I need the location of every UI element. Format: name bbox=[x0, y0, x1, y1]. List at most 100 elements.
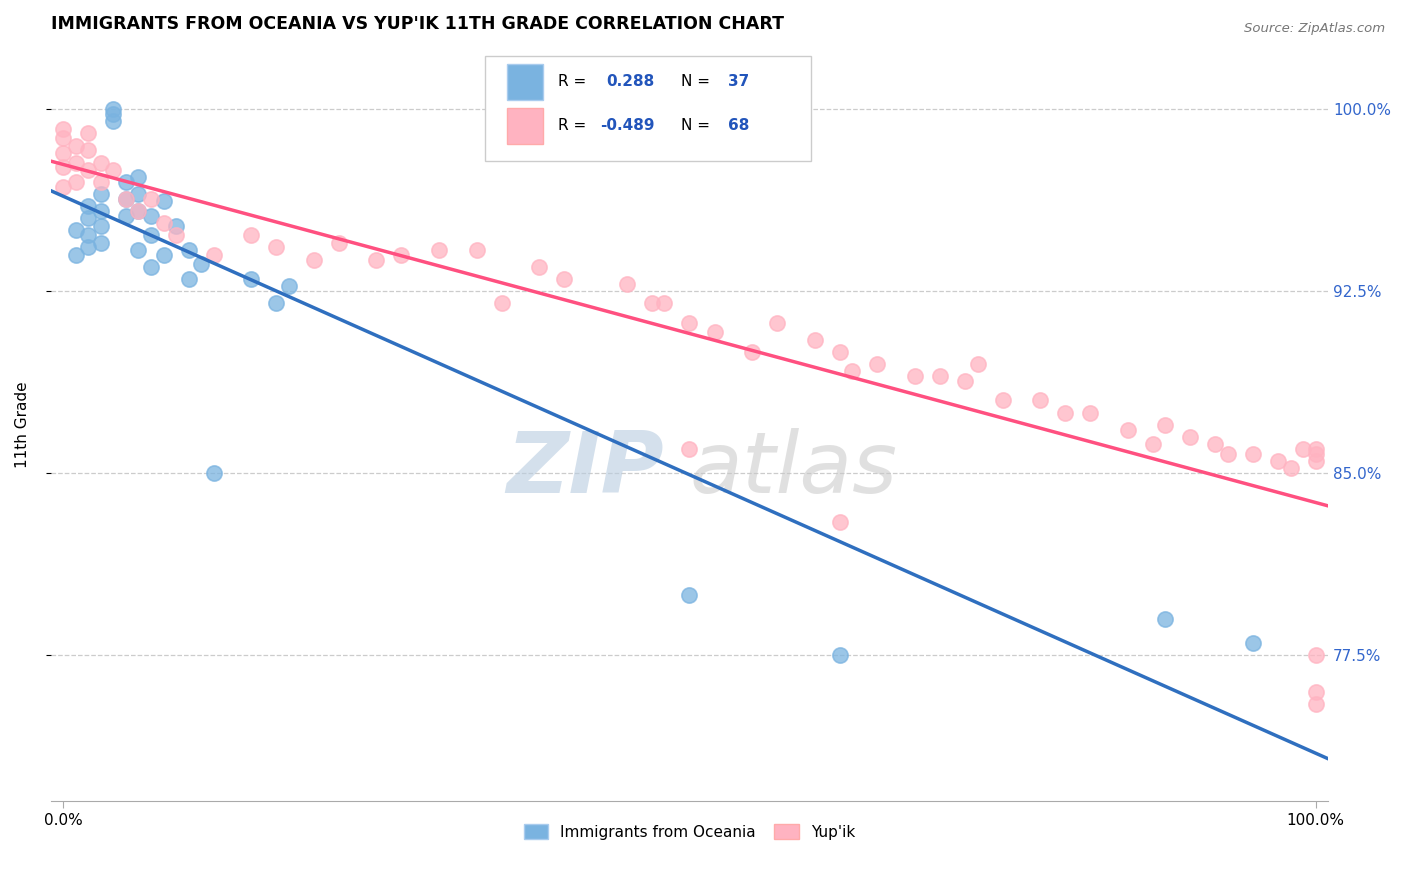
Point bbox=[103, 114, 125, 128]
Point bbox=[128, 243, 150, 257]
Text: -0.489: -0.489 bbox=[600, 119, 655, 133]
Point bbox=[1267, 454, 1289, 468]
Point bbox=[90, 187, 112, 202]
Point bbox=[240, 228, 263, 243]
Point bbox=[841, 364, 863, 378]
Point bbox=[115, 192, 138, 206]
Point bbox=[277, 279, 299, 293]
Point bbox=[1116, 423, 1139, 437]
Point bbox=[264, 296, 287, 310]
Point bbox=[128, 170, 150, 185]
FancyBboxPatch shape bbox=[485, 56, 811, 161]
Point bbox=[190, 257, 212, 271]
Point bbox=[1241, 447, 1264, 461]
Point bbox=[1305, 447, 1327, 461]
Y-axis label: 11th Grade: 11th Grade bbox=[15, 382, 30, 468]
Point bbox=[678, 442, 700, 456]
Text: IMMIGRANTS FROM OCEANIA VS YUP'IK 11TH GRADE CORRELATION CHART: IMMIGRANTS FROM OCEANIA VS YUP'IK 11TH G… bbox=[51, 15, 783, 33]
Point bbox=[929, 369, 952, 384]
Point bbox=[1305, 697, 1327, 711]
Point bbox=[1142, 437, 1164, 451]
Point bbox=[491, 296, 513, 310]
Point bbox=[165, 228, 187, 243]
Point bbox=[90, 175, 112, 189]
Point bbox=[65, 175, 87, 189]
Point bbox=[115, 209, 138, 223]
Point bbox=[77, 211, 100, 226]
Point bbox=[1305, 648, 1327, 663]
Point bbox=[553, 272, 575, 286]
Text: atlas: atlas bbox=[689, 428, 897, 511]
Point bbox=[65, 155, 87, 169]
Point bbox=[391, 248, 413, 262]
Point bbox=[65, 248, 87, 262]
Point bbox=[953, 374, 976, 388]
Point bbox=[529, 260, 551, 274]
Point bbox=[103, 102, 125, 116]
Point bbox=[678, 316, 700, 330]
Point bbox=[465, 243, 488, 257]
Point bbox=[991, 393, 1014, 408]
Point bbox=[866, 357, 889, 371]
Text: R =: R = bbox=[558, 119, 591, 133]
Point bbox=[77, 228, 100, 243]
Point bbox=[90, 219, 112, 233]
Point bbox=[828, 344, 851, 359]
Point bbox=[65, 223, 87, 237]
Text: ZIP: ZIP bbox=[506, 428, 664, 511]
Point bbox=[139, 228, 162, 243]
Point bbox=[966, 357, 988, 371]
Point bbox=[1292, 442, 1315, 456]
Point bbox=[302, 252, 325, 267]
Point bbox=[240, 272, 263, 286]
Point bbox=[90, 204, 112, 219]
Point bbox=[641, 296, 664, 310]
Point bbox=[264, 240, 287, 254]
Point bbox=[1029, 393, 1052, 408]
Point bbox=[90, 235, 112, 250]
Point bbox=[1305, 454, 1327, 468]
Point bbox=[1305, 442, 1327, 456]
Point bbox=[152, 248, 174, 262]
Text: Source: ZipAtlas.com: Source: ZipAtlas.com bbox=[1244, 22, 1385, 36]
Point bbox=[128, 204, 150, 219]
Point bbox=[1154, 417, 1177, 432]
Point bbox=[202, 467, 225, 481]
Point bbox=[52, 121, 75, 136]
Point bbox=[52, 179, 75, 194]
Point bbox=[741, 344, 763, 359]
Point bbox=[77, 144, 100, 158]
Point bbox=[654, 296, 676, 310]
Point bbox=[115, 192, 138, 206]
Point bbox=[52, 161, 75, 175]
Point bbox=[103, 107, 125, 121]
Point bbox=[65, 138, 87, 153]
Point bbox=[202, 248, 225, 262]
Legend: Immigrants from Oceania, Yup'ik: Immigrants from Oceania, Yup'ik bbox=[517, 818, 862, 846]
Point bbox=[52, 145, 75, 160]
Point bbox=[165, 219, 187, 233]
Point bbox=[139, 260, 162, 274]
Point bbox=[766, 316, 789, 330]
Point bbox=[1204, 437, 1226, 451]
Text: R =: R = bbox=[558, 74, 591, 89]
Point bbox=[1054, 405, 1077, 419]
Point bbox=[103, 162, 125, 177]
Point bbox=[152, 194, 174, 209]
Point bbox=[139, 192, 162, 206]
Point bbox=[328, 235, 350, 250]
Point bbox=[1078, 405, 1101, 419]
Point bbox=[128, 204, 150, 219]
Point bbox=[77, 127, 100, 141]
Point bbox=[177, 243, 200, 257]
Point bbox=[77, 162, 100, 177]
Point bbox=[1241, 636, 1264, 650]
Bar bbox=[506, 63, 543, 100]
Point bbox=[1305, 684, 1327, 698]
Point bbox=[128, 187, 150, 202]
Point bbox=[177, 272, 200, 286]
Text: 0.288: 0.288 bbox=[606, 74, 655, 89]
Point bbox=[1154, 612, 1177, 626]
Point bbox=[1279, 461, 1302, 475]
Point bbox=[904, 369, 927, 384]
